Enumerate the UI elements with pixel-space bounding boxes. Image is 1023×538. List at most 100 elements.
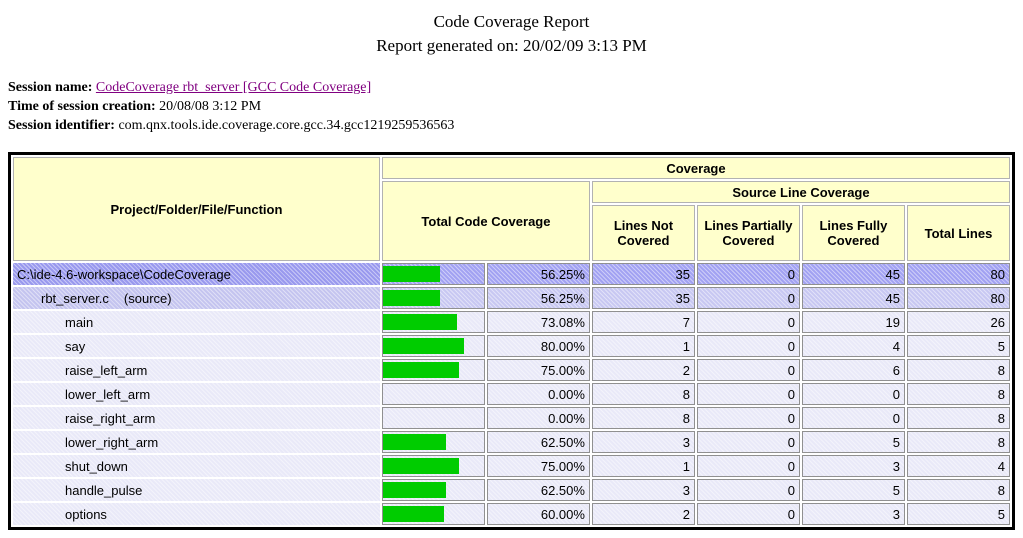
row-name-cell: main	[13, 311, 380, 333]
session-id-line: Session identifier: com.qnx.tools.ide.co…	[8, 116, 1015, 135]
row-name-cell: shut_down	[13, 455, 380, 477]
lines-partially-covered: 0	[697, 263, 800, 285]
coverage-bar-cell	[382, 311, 485, 333]
lines-fully-covered: 3	[802, 455, 905, 477]
lines-fully-covered: 5	[802, 431, 905, 453]
session-name-link[interactable]: CodeCoverage rbt_server [GCC Code Covera…	[96, 80, 371, 95]
row-name: handle_pulse	[65, 483, 142, 498]
coverage-bar-cell	[382, 455, 485, 477]
lines-partially-covered: 0	[697, 359, 800, 381]
lines-fully-covered: 4	[802, 335, 905, 357]
coverage-percent: 80.00%	[487, 335, 590, 357]
report-page: Code Coverage Report Report generated on…	[0, 0, 1023, 538]
lines-not-covered: 3	[592, 431, 695, 453]
coverage-bar-cell	[382, 359, 485, 381]
table-row: lower_right_arm 62.50% 3 0 5 8	[13, 431, 1010, 453]
coverage-percent: 62.50%	[487, 431, 590, 453]
lines-not-covered: 7	[592, 311, 695, 333]
table-row: rbt_server.c(source) 56.25% 35 0 45 80	[13, 287, 1010, 309]
lines-fully-covered: 45	[802, 263, 905, 285]
row-name: shut_down	[65, 459, 128, 474]
coverage-bar	[383, 338, 464, 354]
lines-fully-covered: 6	[802, 359, 905, 381]
row-name: raise_right_arm	[65, 411, 155, 426]
coverage-bar	[383, 290, 440, 306]
coverage-percent: 62.50%	[487, 479, 590, 501]
coverage-bar-cell	[382, 479, 485, 501]
coverage-bar	[383, 506, 444, 522]
report-title-block: Code Coverage Report Report generated on…	[8, 10, 1015, 58]
row-name: C:\ide-4.6-workspace\CodeCoverage	[17, 267, 231, 282]
header-lines-not-covered: Lines Not Covered	[592, 205, 695, 261]
coverage-bar-cell	[382, 407, 485, 429]
row-name-cell: options	[13, 503, 380, 525]
lines-partially-covered: 0	[697, 455, 800, 477]
lines-not-covered: 1	[592, 455, 695, 477]
header-coverage: Coverage	[382, 157, 1010, 179]
lines-not-covered: 3	[592, 479, 695, 501]
row-name-cell: rbt_server.c (source)	[13, 287, 380, 309]
session-id-value: com.qnx.tools.ide.coverage.core.gcc.34.g…	[118, 118, 454, 133]
table-row: C:\ide-4.6-workspace\CodeCoverage 56.25%…	[13, 263, 1010, 285]
lines-not-covered: 35	[592, 263, 695, 285]
total-lines: 80	[907, 263, 1010, 285]
coverage-bar	[383, 482, 446, 498]
session-time-line: Time of session creation: 20/08/08 3:12 …	[8, 97, 1015, 116]
coverage-bar	[383, 362, 459, 378]
row-name-cell: lower_right_arm	[13, 431, 380, 453]
table-row: main 73.08% 7 0 19 26	[13, 311, 1010, 333]
header-lines-partially-covered: Lines Partially Covered	[697, 205, 800, 261]
lines-not-covered: 2	[592, 359, 695, 381]
table-row: options 60.00% 2 0 3 5	[13, 503, 1010, 525]
coverage-table-body: C:\ide-4.6-workspace\CodeCoverage 56.25%…	[13, 263, 1010, 525]
total-lines: 8	[907, 407, 1010, 429]
coverage-table: Project/Folder/File/Function Coverage To…	[8, 152, 1015, 530]
table-row: say 80.00% 1 0 4 5	[13, 335, 1010, 357]
page-title: Code Coverage Report	[8, 10, 1015, 34]
coverage-bar	[383, 458, 459, 474]
table-row: lower_left_arm 0.00% 8 0 0 8	[13, 383, 1010, 405]
lines-fully-covered: 19	[802, 311, 905, 333]
row-name-suffix: (source)	[124, 291, 172, 306]
lines-not-covered: 8	[592, 407, 695, 429]
header-source-line-coverage: Source Line Coverage	[592, 181, 1010, 203]
row-name-cell: say	[13, 335, 380, 357]
total-lines: 8	[907, 431, 1010, 453]
row-name-cell: lower_left_arm	[13, 383, 380, 405]
row-name: options	[65, 507, 107, 522]
total-lines: 5	[907, 503, 1010, 525]
session-name-line: Session name: CodeCoverage rbt_server [G…	[8, 78, 1015, 97]
coverage-bar	[383, 314, 457, 330]
row-name: lower_right_arm	[65, 435, 158, 450]
row-name-cell: C:\ide-4.6-workspace\CodeCoverage	[13, 263, 380, 285]
session-id-label: Session identifier:	[8, 118, 115, 133]
total-lines: 5	[907, 335, 1010, 357]
session-info: Session name: CodeCoverage rbt_server [G…	[8, 78, 1015, 135]
table-row: raise_right_arm 0.00% 8 0 0 8	[13, 407, 1010, 429]
row-name: rbt_server.c	[41, 291, 109, 306]
table-row: handle_pulse 62.50% 3 0 5 8	[13, 479, 1010, 501]
coverage-bar-cell	[382, 431, 485, 453]
coverage-bar-cell	[382, 335, 485, 357]
lines-not-covered: 8	[592, 383, 695, 405]
coverage-percent: 75.00%	[487, 359, 590, 381]
coverage-percent: 0.00%	[487, 407, 590, 429]
lines-partially-covered: 0	[697, 287, 800, 309]
session-time-value: 20/08/08 3:12 PM	[159, 99, 261, 114]
row-name: raise_left_arm	[65, 363, 147, 378]
total-lines: 4	[907, 455, 1010, 477]
coverage-bar	[383, 266, 440, 282]
header-total-code-coverage: Total Code Coverage	[382, 181, 590, 261]
coverage-bar-cell	[382, 287, 485, 309]
lines-partially-covered: 0	[697, 407, 800, 429]
lines-partially-covered: 0	[697, 431, 800, 453]
total-lines: 80	[907, 287, 1010, 309]
lines-partially-covered: 0	[697, 335, 800, 357]
coverage-percent: 75.00%	[487, 455, 590, 477]
header-project-folder-file-function: Project/Folder/File/Function	[13, 157, 380, 261]
lines-fully-covered: 0	[802, 383, 905, 405]
row-name: say	[65, 339, 85, 354]
coverage-percent: 60.00%	[487, 503, 590, 525]
lines-partially-covered: 0	[697, 311, 800, 333]
header-lines-fully-covered: Lines Fully Covered	[802, 205, 905, 261]
